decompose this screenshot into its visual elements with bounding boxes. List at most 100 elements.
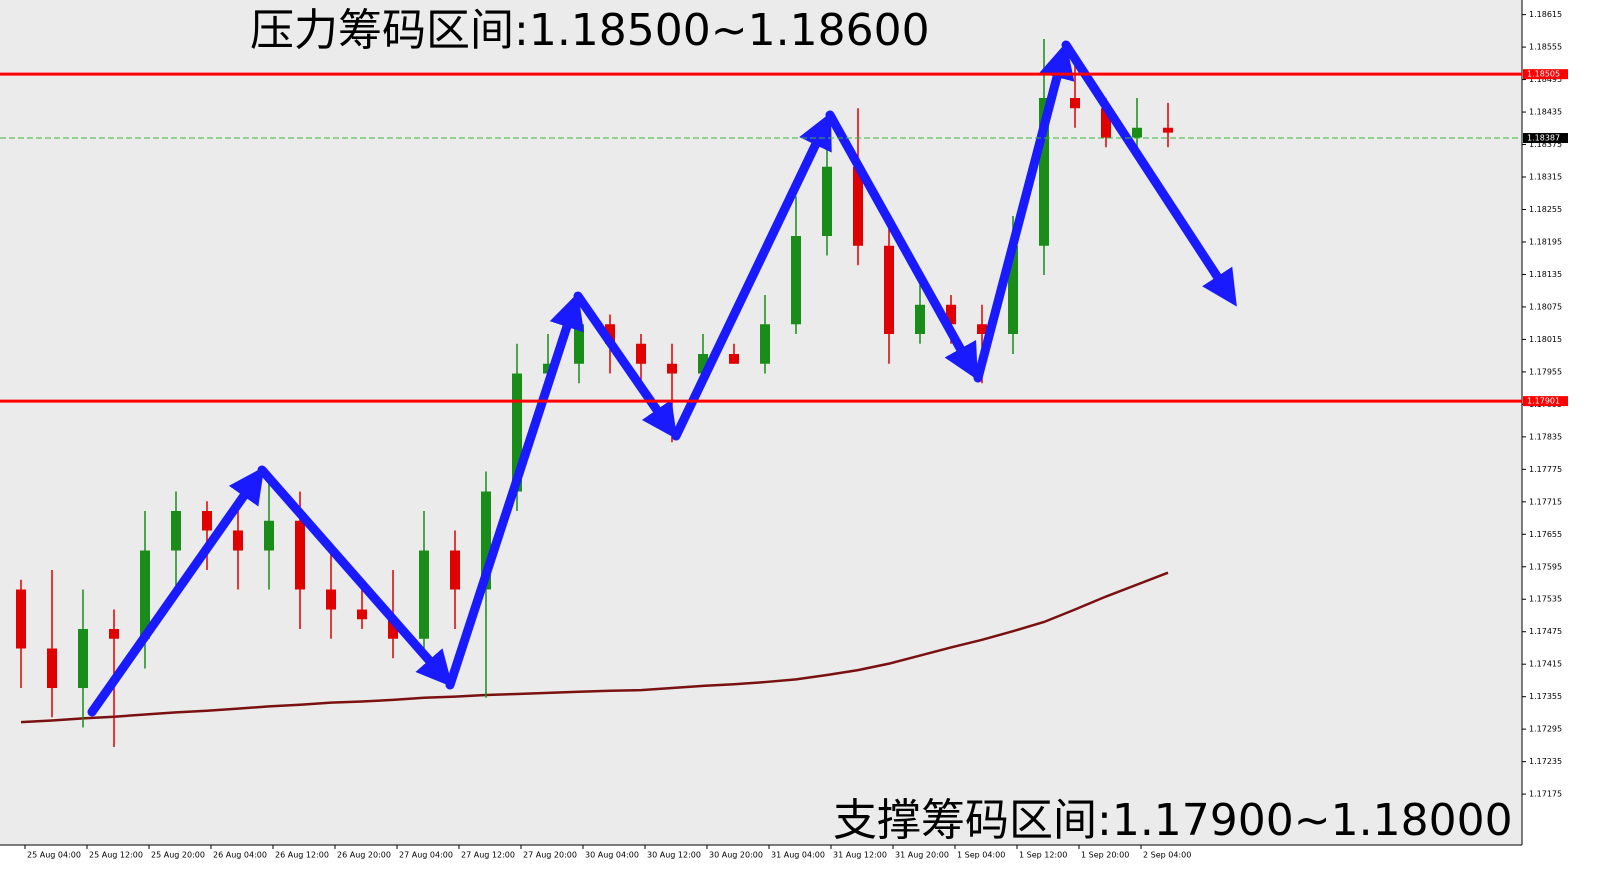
y-tick-label: 1.18195: [1529, 237, 1562, 246]
candle-body: [884, 245, 894, 334]
x-tick-label: 27 Aug 20:00: [523, 851, 577, 860]
x-tick-label: 1 Sep 04:00: [957, 851, 1005, 860]
candle-body: [481, 491, 491, 590]
candle-body: [977, 324, 987, 334]
y-tick-label: 1.18135: [1529, 270, 1562, 279]
candle-body: [1039, 97, 1049, 246]
y-tick-label: 1.18375: [1529, 140, 1562, 149]
candle-body: [760, 324, 770, 364]
arrow: [87, 466, 265, 717]
y-tick-label: 1.17295: [1529, 725, 1562, 734]
y-tick-label: 1.17355: [1529, 692, 1562, 701]
arrow: [973, 42, 1075, 383]
candle-body: [822, 166, 832, 237]
candle-body: [171, 511, 181, 551]
candle-body: [605, 324, 615, 344]
candle-body: [1101, 108, 1111, 138]
y-tick-label: 1.18255: [1529, 205, 1562, 214]
candle-body: [295, 520, 305, 590]
candle-body: [388, 619, 398, 639]
arrow: [445, 292, 584, 690]
price-tag-label: 1.18505: [1527, 70, 1560, 79]
price-tag: [1523, 396, 1568, 407]
candle-body: [1070, 97, 1080, 109]
y-tick-label: 1.18435: [1529, 108, 1562, 117]
trend-arrows: [87, 40, 1237, 717]
candle-body: [109, 629, 119, 639]
moving-average: [20, 571, 1169, 724]
y-tick-label: 1.17415: [1529, 660, 1562, 669]
x-tick-label: 25 Aug 20:00: [151, 851, 205, 860]
y-tick-label: 1.18075: [1529, 302, 1562, 311]
candle-body: [450, 550, 460, 590]
price-tag: [1523, 69, 1568, 80]
y-tick-label: 1.17235: [1529, 757, 1562, 766]
y-tick-label: 1.18015: [1529, 335, 1562, 344]
x-tick-label: 2 Sep 04:00: [1143, 851, 1191, 860]
candle-body: [791, 236, 801, 325]
candle-body: [574, 324, 584, 364]
candle-body: [78, 629, 88, 689]
candle-body: [357, 609, 367, 620]
arrow: [1061, 40, 1237, 307]
x-tick-label: 30 Aug 20:00: [709, 851, 763, 860]
y-tick-label: 1.18555: [1529, 43, 1562, 52]
candle-body: [1008, 245, 1018, 334]
y-tick-label: 1.17655: [1529, 530, 1562, 539]
x-tick-label: 26 Aug 04:00: [213, 851, 267, 860]
arrow: [573, 291, 678, 440]
chart: 压力筹码区间:1.18500~1.18600 支撑筹码区间:1.17900~1.…: [0, 0, 1568, 860]
candle-body: [636, 343, 646, 364]
candle-body: [1163, 127, 1173, 133]
x-tick-label: 25 Aug 12:00: [89, 851, 143, 860]
x-tick-label: 30 Aug 12:00: [647, 851, 701, 860]
candle-body: [915, 304, 925, 334]
y-tick-label: 1.17475: [1529, 627, 1562, 636]
y-tick-label: 1.17535: [1529, 595, 1562, 604]
y-tick-label: 1.18615: [1529, 10, 1562, 19]
y-tick-label: 1.17775: [1529, 465, 1562, 474]
candle-body: [47, 648, 57, 689]
x-tick-label: 1 Sep 12:00: [1019, 851, 1067, 860]
x-tick-label: 27 Aug 04:00: [399, 851, 453, 860]
candle-body: [946, 304, 956, 325]
x-tick-label: 27 Aug 12:00: [461, 851, 515, 860]
candle-body: [512, 373, 522, 492]
candle-body: [853, 166, 863, 246]
x-tick-label: 30 Aug 04:00: [585, 851, 639, 860]
arrow: [257, 465, 453, 688]
y-tick-label: 1.18315: [1529, 173, 1562, 182]
candle-body: [1132, 127, 1142, 138]
current-price-tag: [1523, 133, 1568, 144]
candle-body: [419, 550, 429, 639]
current-price-label: 1.18387: [1527, 134, 1560, 143]
y-tick-label: 1.17835: [1529, 432, 1562, 441]
x-tick-label: 1 Sep 20:00: [1081, 851, 1129, 860]
y-tick-label: 1.17955: [1529, 367, 1562, 376]
arrow: [825, 110, 978, 381]
y-tick-label: 1.18495: [1529, 75, 1562, 84]
candle-body: [264, 520, 274, 551]
candle-body: [667, 363, 677, 374]
candle-body: [140, 550, 150, 639]
chart-title: 压力筹码区间:1.18500~1.18600: [250, 5, 930, 56]
plot-area: [0, 0, 1522, 845]
candle-body: [233, 530, 243, 551]
y-tick-label: 1.17715: [1529, 497, 1562, 506]
arrow: [671, 112, 832, 441]
y-tick-label: 1.17595: [1529, 562, 1562, 571]
y-tick-label: 1.17175: [1529, 790, 1562, 799]
candle-body: [202, 511, 212, 531]
candle-body: [326, 589, 336, 610]
x-tick-label: 31 Aug 04:00: [771, 851, 825, 860]
chart-subtitle: 支撑筹码区间:1.17900~1.18000: [833, 795, 1513, 846]
x-tick-label: 26 Aug 20:00: [337, 851, 391, 860]
candle-body: [698, 354, 708, 374]
candle-body: [729, 354, 739, 364]
x-tick-label: 31 Aug 12:00: [833, 851, 887, 860]
price-tag-label: 1.17901: [1527, 397, 1560, 406]
x-tick-label: 31 Aug 20:00: [895, 851, 949, 860]
x-tick-label: 25 Aug 04:00: [27, 851, 81, 860]
candle-body: [543, 363, 553, 374]
candle-body: [16, 589, 26, 649]
